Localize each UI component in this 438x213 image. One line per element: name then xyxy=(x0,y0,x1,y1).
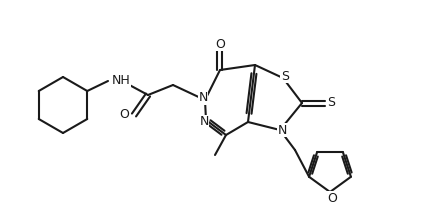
Text: N: N xyxy=(277,124,286,137)
Text: N: N xyxy=(199,115,208,128)
Text: O: O xyxy=(326,191,336,204)
Text: O: O xyxy=(119,108,129,121)
Text: NH: NH xyxy=(112,75,131,88)
Text: S: S xyxy=(326,96,334,109)
Text: N: N xyxy=(198,92,207,105)
Text: O: O xyxy=(215,37,224,50)
Text: S: S xyxy=(280,69,288,82)
